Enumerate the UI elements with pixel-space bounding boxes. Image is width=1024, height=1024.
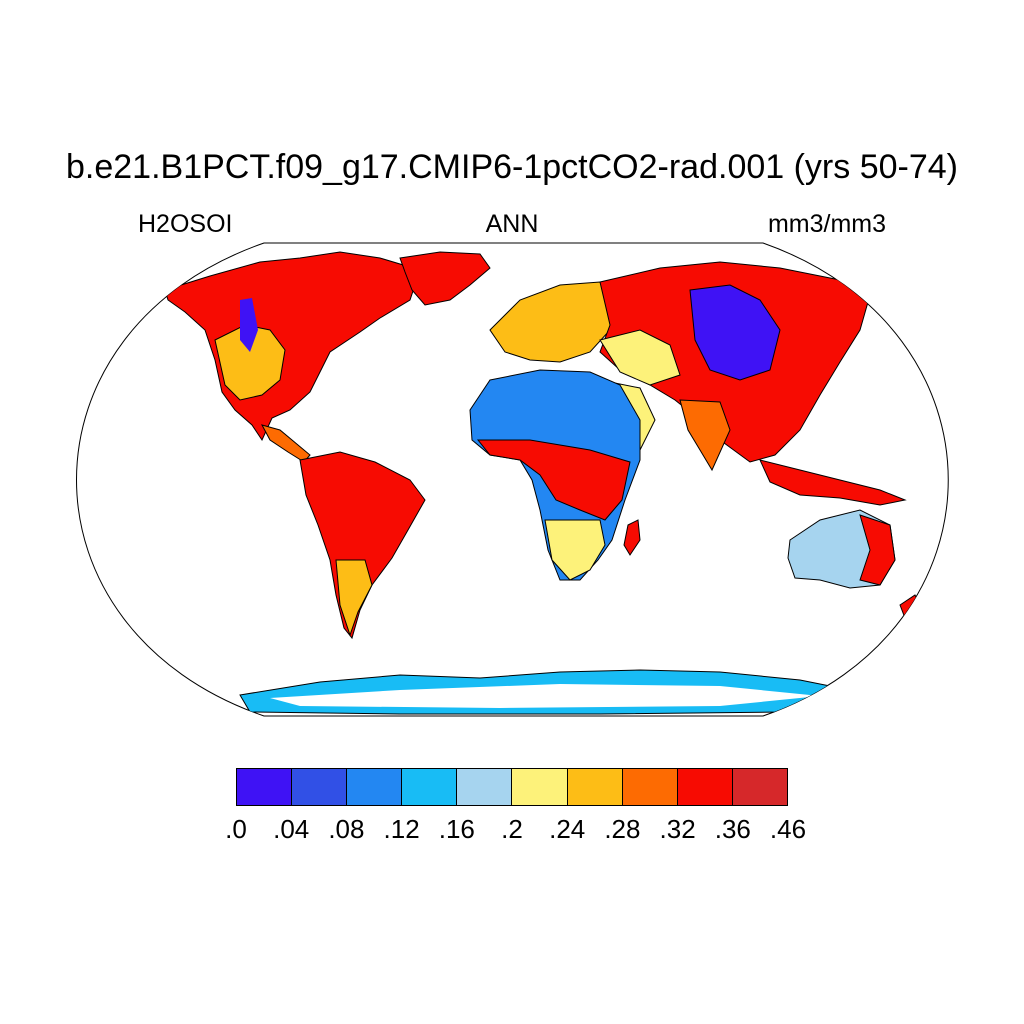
colorbar-swatch	[512, 769, 568, 805]
variable-label: H2OSOI	[138, 210, 233, 238]
region-sa-south	[335, 559, 373, 637]
region-australia-east	[859, 514, 896, 586]
region-africa-south	[544, 519, 606, 581]
colorbar-label: .24	[549, 814, 586, 844]
colorbar-label: .28	[604, 814, 641, 844]
colorbar-swatch	[292, 769, 348, 805]
colorbar-labels: .0 .04 .08 .12 .16 .2 .24 .28 .32 .36 .46	[225, 814, 806, 844]
colorbar-swatch	[402, 769, 458, 805]
colorbar-swatch	[457, 769, 513, 805]
region-central-asia	[599, 329, 681, 386]
region-asia-dry	[689, 284, 781, 381]
colorbar	[236, 768, 788, 806]
colorbar-label: .08	[328, 814, 365, 844]
colorbar-swatch	[622, 769, 678, 805]
colorbar-label: .2	[501, 814, 523, 844]
colorbar-label: .36	[714, 814, 751, 844]
map-title: b.e21.B1PCT.f09_g17.CMIP6-1pctCO2-rad.00…	[65, 148, 958, 186]
landmass-se-asia	[759, 459, 907, 506]
colorbar-swatch	[347, 769, 403, 805]
colorbar-swatch	[567, 769, 623, 805]
colorbar-swatch	[732, 769, 787, 805]
region-africa-wet	[476, 439, 631, 521]
region-na-dry2	[240, 298, 258, 352]
colorbar-label: .46	[769, 814, 807, 844]
landmass-north-america	[164, 251, 421, 442]
colorbar-label: .0	[225, 814, 247, 844]
colorbar-label: .16	[438, 814, 475, 844]
units-label: mm3/mm3	[767, 210, 886, 238]
period-label: ANN	[485, 210, 539, 238]
colorbar-swatch	[237, 769, 293, 805]
region-antarctica-interior	[270, 684, 820, 708]
colorbar-label: .32	[659, 814, 696, 844]
landmass-madagascar	[623, 519, 641, 556]
colorbar-label: .12	[383, 814, 420, 844]
colorbar-label: .04	[273, 814, 310, 844]
landmass-india	[679, 399, 731, 472]
colorbar-swatch	[677, 769, 733, 805]
landmass-greenland	[399, 251, 491, 306]
